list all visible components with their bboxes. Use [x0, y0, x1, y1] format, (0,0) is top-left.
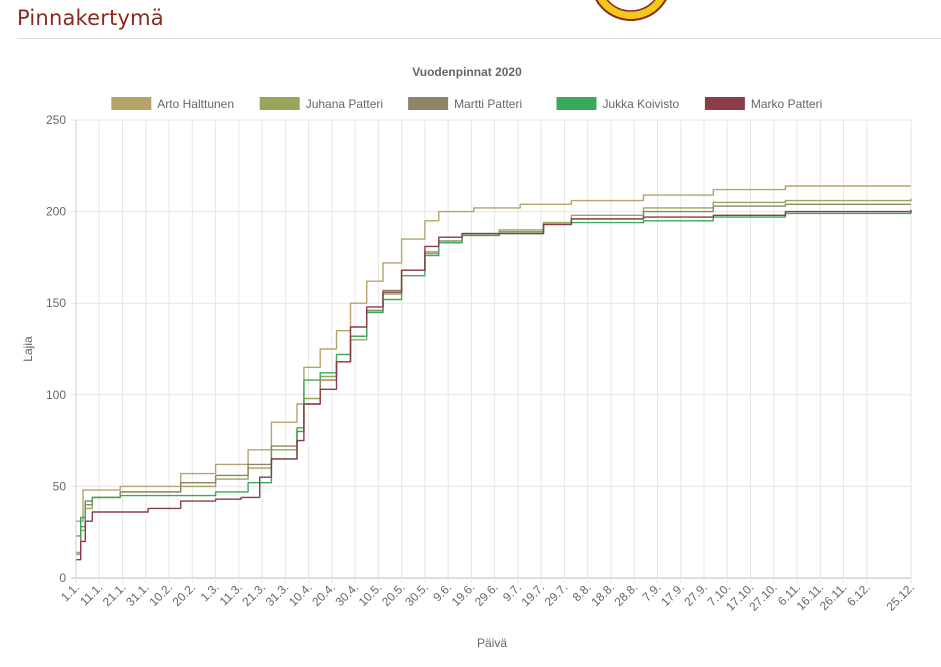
x-tick-label: 19.6. — [449, 580, 478, 609]
legend-swatch — [111, 97, 152, 110]
x-tick-label: 20.4. — [309, 580, 338, 609]
legend-swatch — [704, 97, 745, 110]
legend-swatch — [259, 97, 300, 110]
x-tick-label: 11.3. — [217, 580, 245, 608]
title-divider — [17, 38, 941, 39]
legend-label: Martti Patteri — [454, 97, 522, 111]
series-line — [76, 209, 912, 561]
series-line — [76, 185, 911, 522]
x-tick-label: 25.12. — [884, 580, 917, 613]
x-tick-label: 20.2. — [170, 580, 199, 609]
x-tick-label: 30.5. — [402, 580, 431, 609]
x-tick-label: 31.3. — [263, 580, 292, 609]
legend-swatch — [408, 97, 449, 110]
legend-label: Jukka Koivisto — [603, 97, 680, 111]
x-axis-title: Päivä — [477, 636, 507, 650]
x-tick-label: 10.2. — [146, 580, 175, 609]
legend-label: Arto Halttunen — [157, 97, 234, 111]
legend: Arto Halttunen Juhana Patteri Martti Patte… — [111, 97, 822, 111]
y-tick-label: 50 — [53, 479, 67, 493]
x-tick-label: 18.8. — [588, 580, 617, 609]
y-axis-title: Lajia — [21, 336, 35, 362]
series-layer — [76, 185, 912, 561]
x-tick-label: 27.9. — [681, 580, 710, 609]
legend-label: Juhana Patteri — [306, 97, 383, 111]
axes: 0501001502002501.1.11.1.21.1.31.1.10.2.2… — [46, 113, 917, 614]
series-line — [76, 211, 912, 537]
x-tick-label: 30.4. — [332, 580, 361, 609]
y-tick-label: 250 — [46, 113, 66, 127]
x-tick-label: 20.5. — [379, 580, 408, 609]
legend-label: Marko Patteri — [751, 97, 822, 111]
x-tick-label: 31.1. — [123, 580, 152, 609]
x-tick-label: 29.7. — [542, 580, 571, 609]
x-tick-label: 28.8. — [612, 580, 641, 609]
x-tick-label: 11.1. — [77, 580, 105, 608]
page-title: Pinnakertymä — [17, 6, 164, 30]
x-tick-label: 26.11. — [817, 580, 850, 613]
association-logo — [595, 0, 667, 21]
y-tick-label: 100 — [46, 388, 66, 402]
x-tick-label: 6.12. — [844, 580, 873, 609]
x-tick-label: 21.3. — [239, 580, 268, 609]
x-tick-label: 29.6. — [472, 580, 501, 609]
legend-swatch — [556, 97, 597, 110]
y-tick-label: 150 — [46, 296, 66, 310]
y-tick-label: 200 — [46, 205, 66, 219]
x-tick-label: 10.5. — [356, 580, 385, 609]
x-tick-label: 19.7. — [519, 580, 548, 609]
x-tick-label: 17.9. — [658, 580, 687, 609]
y-tick-label: 0 — [59, 571, 66, 585]
x-tick-label: 21.1. — [100, 580, 129, 609]
series-line — [76, 198, 912, 554]
x-tick-label: 10.4. — [286, 580, 315, 609]
chart-title: Vuodenpinnat 2020 — [412, 65, 522, 79]
